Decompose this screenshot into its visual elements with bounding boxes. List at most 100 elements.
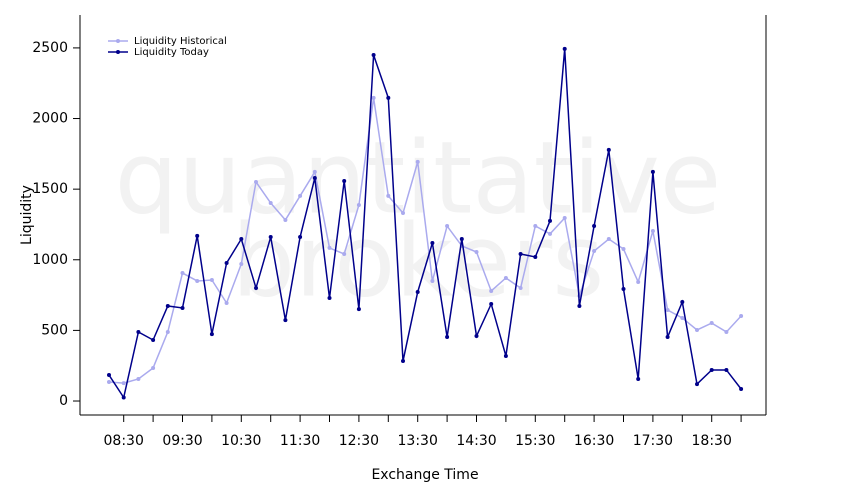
point <box>445 224 450 229</box>
point <box>342 178 347 183</box>
legend-marker <box>116 50 120 54</box>
point <box>562 46 567 51</box>
point <box>459 237 464 242</box>
x-tick-label: 15:30 <box>515 433 555 449</box>
point <box>709 321 714 326</box>
point <box>592 249 597 254</box>
point <box>665 308 670 313</box>
legend-label: Liquidity Historical <box>134 36 227 47</box>
point <box>342 251 347 256</box>
y-tick-label: 2000 <box>32 111 68 127</box>
point <box>606 147 611 152</box>
x-tick-label: 14:30 <box>456 433 496 449</box>
point <box>724 367 729 372</box>
point <box>151 338 156 342</box>
point <box>533 254 538 259</box>
point <box>695 327 699 332</box>
x-tick-label: 08:30 <box>104 433 144 449</box>
point <box>724 329 729 334</box>
point <box>401 359 405 364</box>
x-tick-label: 12:30 <box>339 433 379 449</box>
series-line <box>108 48 742 400</box>
point <box>621 247 626 252</box>
point <box>268 235 273 240</box>
point <box>268 200 273 205</box>
watermark: brokers <box>232 202 605 319</box>
point <box>489 288 494 293</box>
point <box>636 279 641 284</box>
point <box>401 211 405 216</box>
y-tick-label: 2500 <box>32 40 68 56</box>
point <box>209 277 214 282</box>
legend-marker <box>116 39 120 43</box>
point <box>695 382 699 387</box>
point <box>239 262 244 267</box>
x-tick-label: 09:30 <box>162 433 202 449</box>
point <box>562 215 567 220</box>
point <box>386 193 391 198</box>
point <box>739 313 744 318</box>
point <box>474 250 479 255</box>
point <box>121 381 126 386</box>
point <box>327 245 332 250</box>
point <box>312 175 317 180</box>
point <box>489 301 494 306</box>
point <box>298 193 303 198</box>
point <box>548 231 552 236</box>
point <box>548 218 552 223</box>
y-tick-label: 500 <box>41 322 68 338</box>
point <box>577 303 582 308</box>
point <box>195 278 200 283</box>
y-tick-label: 1500 <box>32 181 68 197</box>
point <box>136 376 141 381</box>
point <box>165 329 170 334</box>
x-tick-label: 16:30 <box>574 433 614 449</box>
point <box>298 235 303 240</box>
point <box>650 228 655 233</box>
watermark: quantitative <box>115 119 722 236</box>
point <box>180 305 185 310</box>
point <box>136 329 141 334</box>
point <box>224 300 229 305</box>
point <box>474 334 479 339</box>
point <box>518 251 523 256</box>
x-tick-label: 18:30 <box>692 433 732 449</box>
point <box>650 169 655 174</box>
point <box>121 395 126 400</box>
point <box>415 159 420 164</box>
point <box>254 179 258 184</box>
point <box>327 296 332 301</box>
point <box>180 271 185 276</box>
x-tick-label: 13:30 <box>398 433 438 449</box>
point <box>518 286 523 291</box>
point <box>283 217 288 222</box>
point <box>680 300 685 305</box>
point <box>371 52 376 57</box>
point <box>239 237 244 242</box>
point <box>195 233 200 238</box>
point <box>107 373 111 378</box>
point <box>415 289 420 294</box>
x-tick-label: 17:30 <box>633 433 673 449</box>
x-tick-label: 11:30 <box>280 433 320 449</box>
point <box>636 376 641 381</box>
point <box>371 95 376 100</box>
point <box>356 202 361 207</box>
y-tick-label: 1000 <box>32 252 68 268</box>
point <box>533 224 538 229</box>
x-tick-label: 10:30 <box>221 433 261 449</box>
point <box>503 275 508 280</box>
point <box>107 379 111 384</box>
point <box>151 365 156 370</box>
point <box>430 240 435 245</box>
point <box>356 307 361 312</box>
series-line <box>108 97 742 384</box>
point <box>709 367 714 372</box>
point <box>312 169 317 174</box>
point <box>254 286 258 291</box>
point <box>680 315 685 320</box>
point <box>283 318 288 323</box>
point <box>739 387 744 392</box>
legend-label: Liquidity Today <box>134 47 209 58</box>
